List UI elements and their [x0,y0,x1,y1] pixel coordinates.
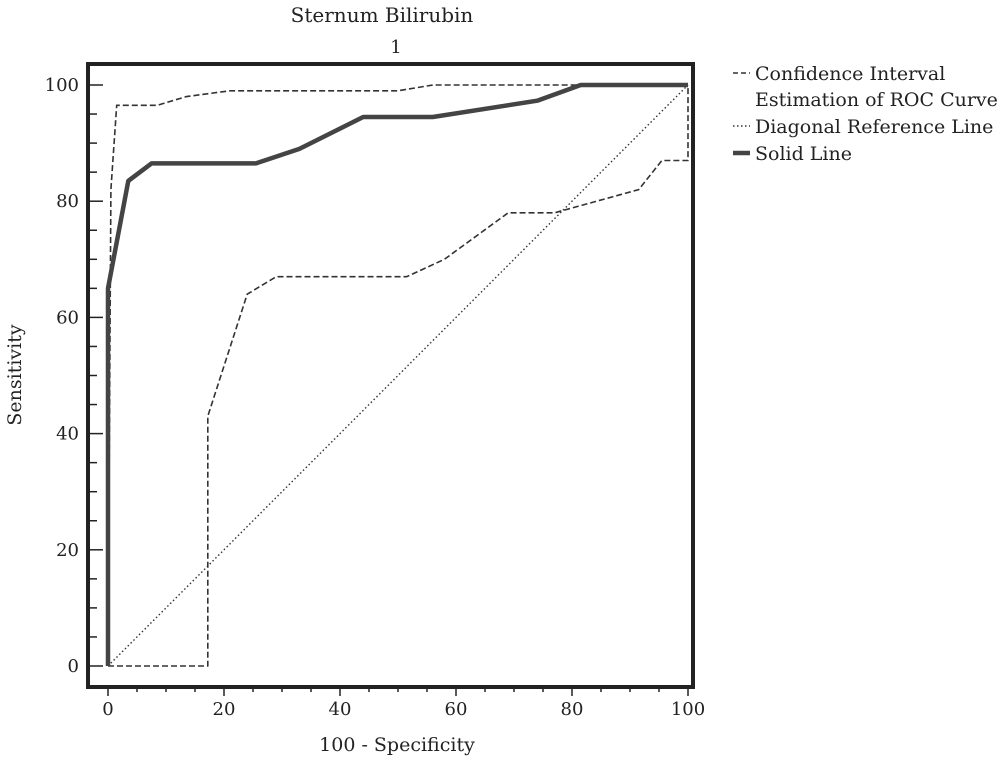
y-tick-label: 80 [56,191,79,212]
x-axis-label: 100 - Specificity [319,734,475,756]
x-tick-label: 20 [213,699,236,720]
x-tick-label: 60 [445,699,468,720]
plot-frame [86,62,695,689]
x-tick-label: 100 [671,699,705,720]
y-tick-label: 100 [45,75,79,96]
legend-label-confidence-interval: Confidence Interval [755,63,945,85]
legend: Confidence Interval Estimation of ROC Cu… [733,63,998,165]
y-axis-label: Sensitivity [4,324,26,425]
y-tick-label: 40 [56,424,79,445]
x-tick-label: 40 [329,699,352,720]
legend-label-diagonal: Diagonal Reference Line [755,116,993,138]
x-tick-label: 80 [561,699,584,720]
x-axis: 0 20 40 60 80 100 [102,687,705,720]
series-layer [105,82,689,667]
y-axis: 0 20 40 60 80 100 [45,75,103,677]
y-tick-label: 60 [56,307,79,328]
ci-lower-line [108,85,689,667]
diagonal-reference-line [107,84,689,667]
y-tick-label: 0 [68,656,79,677]
chart-title: Sternum Bilirubin [291,3,474,27]
y-tick-label: 20 [56,540,79,561]
legend-label-solid: Solid Line [755,143,852,165]
x-tick-label: 0 [102,699,113,720]
ci-upper-line [107,84,688,667]
roc-curve-line [105,82,688,666]
legend-label-roc-curve: Estimation of ROC Curve [755,89,998,111]
chart-subtitle: 1 [390,37,401,58]
